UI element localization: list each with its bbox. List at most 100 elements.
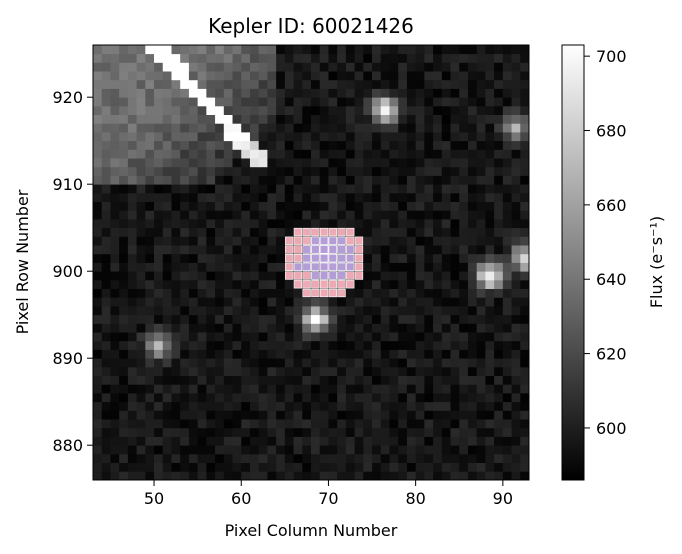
heatmap-cell [267,349,277,359]
heatmap-cell [502,253,512,263]
heatmap-cell [424,279,434,289]
heatmap-cell [389,88,399,98]
heatmap-cell [459,340,469,350]
heatmap-cell [284,384,294,394]
heatmap-cell [284,349,294,359]
heatmap-cell [406,323,417,333]
heatmap-cell [267,123,277,133]
heatmap-cell [476,71,486,81]
heatmap-cell [162,140,172,150]
heatmap-cell [406,132,417,142]
heatmap-cell [337,384,347,394]
heatmap-cell [380,471,390,481]
heatmap-cell [293,340,303,350]
heatmap-cell [232,88,242,98]
x-axis-label: Pixel Column Number [225,521,398,540]
optimal-aperture-pixel [319,271,329,280]
heatmap-cell [206,184,216,194]
heatmap-cell [467,184,478,194]
heatmap-cell [319,123,329,133]
heatmap-cell [93,410,103,420]
heatmap-cell [136,45,146,55]
heatmap-cell [215,62,225,72]
heatmap-cell [145,262,155,272]
heatmap-cell [389,462,399,472]
heatmap-cell [162,288,172,298]
heatmap-cell [136,462,146,472]
heatmap-cell [476,349,486,359]
heatmap-cell [345,471,355,481]
heatmap-cell [494,462,504,472]
heatmap-cell [206,236,216,246]
heatmap-cell [511,158,521,168]
heatmap-cell [110,314,120,324]
heatmap-cell [127,88,137,98]
heatmap-cell [345,210,355,220]
heatmap-cell [424,436,434,446]
heatmap-cell [215,332,225,342]
heatmap-cell [441,236,451,246]
heatmap-cell [415,306,425,316]
heatmap-cell [232,366,242,376]
heatmap-cell [415,184,425,194]
heatmap-cell [337,375,347,385]
heatmap-cell [441,445,451,455]
heatmap-cell [171,462,181,472]
heatmap-cell [406,332,417,342]
heatmap-cell [459,192,469,202]
heatmap-cell [215,245,225,255]
heatmap-cell [241,419,251,429]
heatmap-cell [241,201,251,211]
heatmap-cell [476,88,486,98]
heatmap-cell [302,410,312,420]
heatmap-cell [476,201,486,211]
heatmap-cell [110,175,120,185]
heatmap-cell [258,166,268,176]
heatmap-cell [459,158,469,168]
heatmap-cell [215,97,225,107]
heatmap-cell [520,149,530,159]
heatmap-cell [127,358,137,368]
heatmap-cell [406,140,417,150]
heatmap-cell [389,236,399,246]
heatmap-cell [267,175,277,185]
heatmap-cell [389,140,399,150]
heatmap-cell [293,45,303,55]
heatmap-cell [511,453,521,463]
heatmap-cell [223,453,233,463]
heatmap-cell [328,384,338,394]
heatmap-cell [93,436,103,446]
aperture-pixel [346,280,355,289]
heatmap-cell [249,79,260,89]
heatmap-cell [276,105,286,115]
heatmap-cell [380,62,390,72]
heatmap-cell [511,262,521,272]
colorbar-tick-label: 620 [596,345,627,364]
heatmap-cell [520,462,530,472]
heatmap-cell [380,132,390,142]
heatmap-cell [206,462,216,472]
heatmap-cell [389,358,399,368]
heatmap-cell [223,245,233,255]
heatmap-cell [354,184,364,194]
heatmap-cell [476,79,486,89]
heatmap-cell [450,201,460,211]
heatmap-cell [171,262,181,272]
heatmap-cell [284,471,294,481]
heatmap-cell [162,105,172,115]
heatmap-cell [258,71,268,81]
heatmap-cell [354,306,364,316]
heatmap-cell [127,462,137,472]
heatmap-cell [127,149,137,159]
heatmap-cell [311,79,321,89]
heatmap-cell [119,236,129,246]
heatmap-cell [136,140,146,150]
heatmap-cell [424,419,434,429]
heatmap-cell [180,419,190,429]
heatmap-cell [476,132,486,142]
heatmap-cell [223,201,233,211]
heatmap-cell [284,97,294,107]
heatmap-cell [197,149,207,159]
heatmap-cell [171,427,181,437]
heatmap-cell [380,436,390,446]
